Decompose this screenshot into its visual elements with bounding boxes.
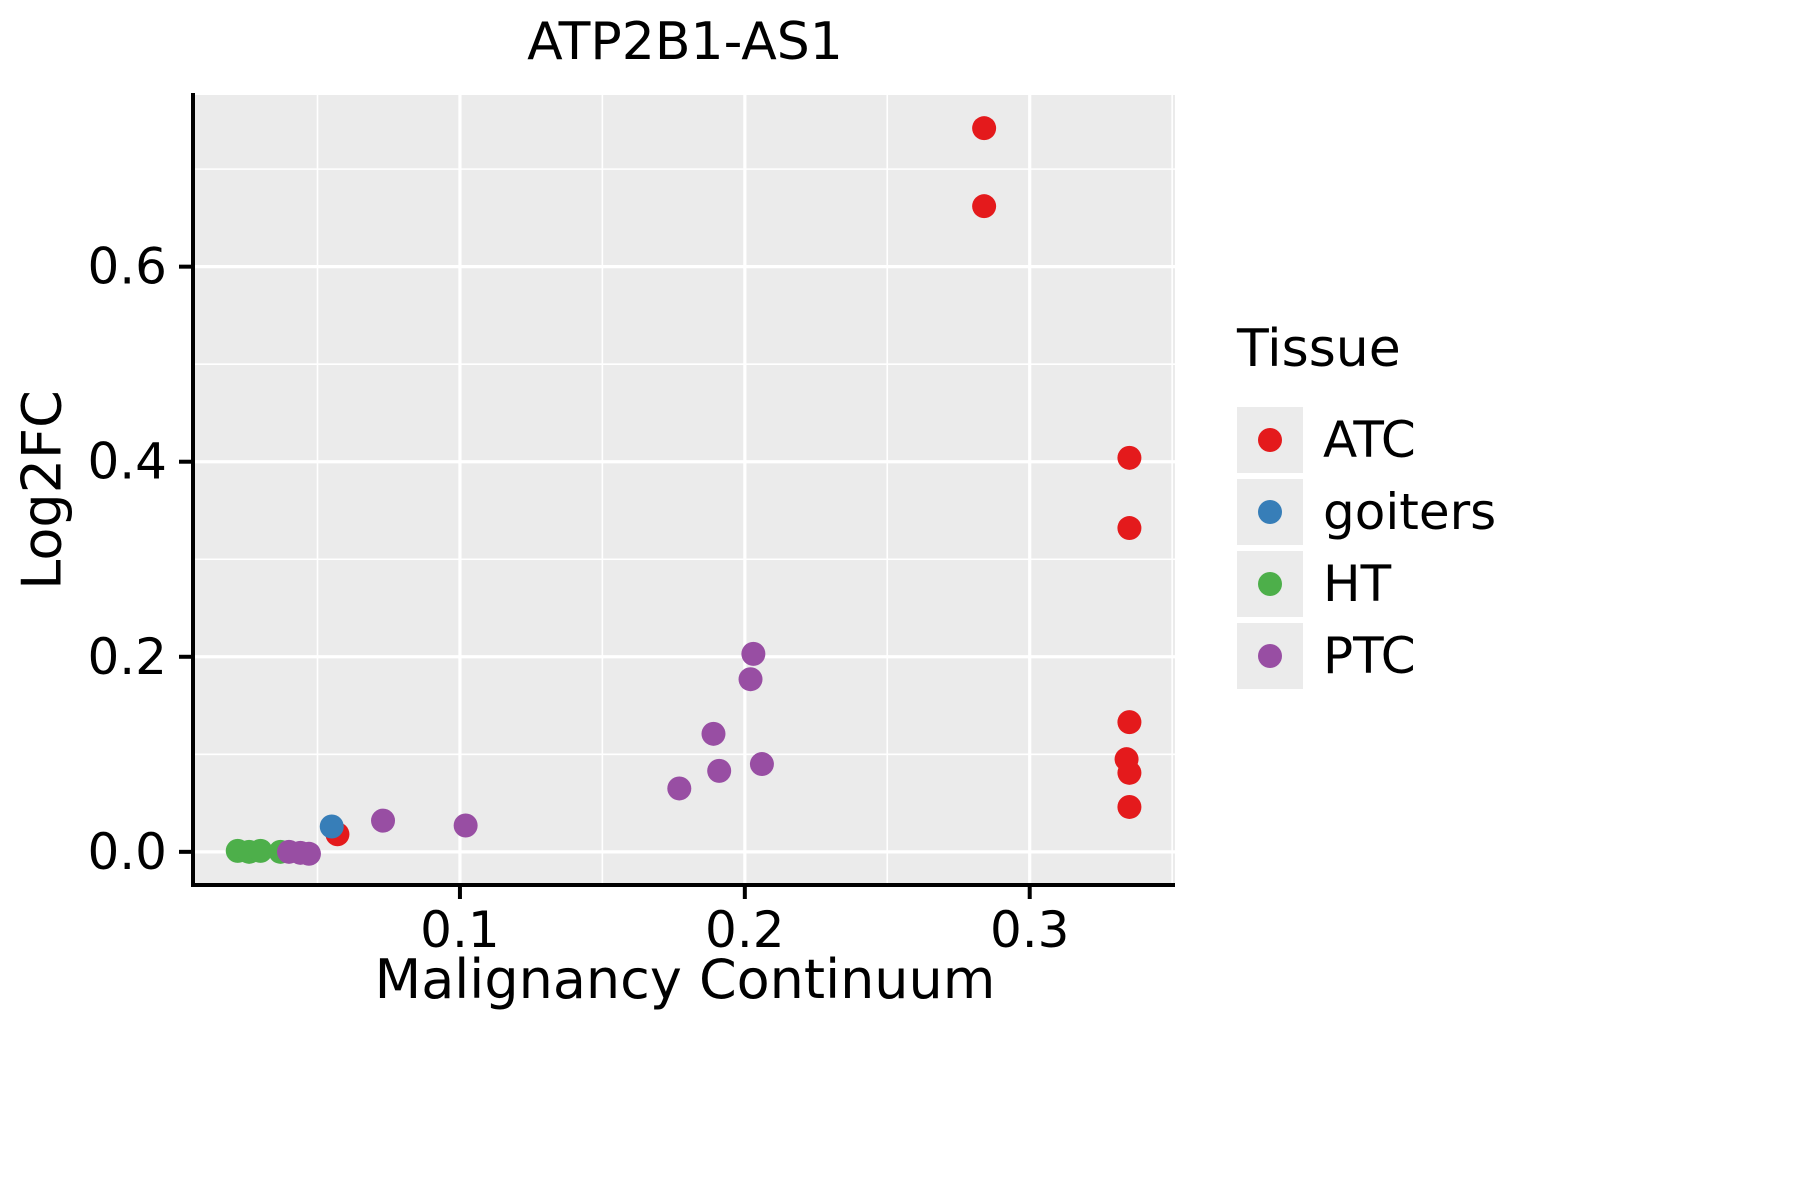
legend-dot-icon — [1258, 499, 1282, 524]
point-ATC — [1117, 710, 1142, 735]
point-ATC — [1117, 794, 1142, 819]
point-PTC — [371, 808, 396, 833]
point-goiters — [319, 814, 344, 839]
x-axis-label: Malignancy Continuum — [374, 948, 996, 1011]
point-PTC — [741, 641, 766, 666]
point-PTC — [296, 841, 321, 866]
chart-title: ATP2B1-AS1 — [527, 12, 843, 72]
y-tick-label: 0.6 — [87, 238, 167, 296]
legend-items: ATC goiters HT PTC — [1237, 404, 1496, 692]
point-HT — [248, 838, 273, 863]
legend-label: ATC — [1323, 410, 1416, 469]
point-ATC — [1117, 760, 1142, 785]
y-tick-label: 0.0 — [87, 823, 167, 881]
legend-item-ATC: ATC — [1237, 404, 1496, 476]
legend-title: Tissue — [1237, 319, 1401, 379]
point-PTC — [707, 758, 732, 783]
legend-item-PTC: PTC — [1237, 620, 1496, 692]
point-PTC — [453, 813, 478, 838]
legend-label: goiters — [1323, 482, 1497, 541]
legend-dot-icon — [1258, 571, 1282, 596]
x-tick-label: 0.2 — [705, 901, 785, 959]
plot-panel — [195, 95, 1175, 885]
x-tick-label: 0.3 — [990, 901, 1070, 959]
y-tick-label: 0.4 — [87, 433, 167, 491]
x-tick-label: 0.1 — [420, 901, 500, 959]
point-PTC — [667, 776, 692, 801]
legend-key-goiters — [1237, 478, 1303, 545]
y-tick-label: 0.2 — [87, 628, 167, 686]
legend-label: HT — [1323, 554, 1392, 613]
legend: Tissue ATC goiters HT PTC — [1237, 319, 1496, 692]
legend-item-HT: HT — [1237, 548, 1496, 620]
point-ATC — [972, 116, 997, 141]
legend-key-ATC — [1237, 406, 1303, 473]
legend-item-goiters: goiters — [1237, 476, 1496, 548]
point-PTC — [738, 667, 763, 692]
point-ATC — [972, 194, 997, 219]
point-PTC — [749, 752, 774, 777]
point-PTC — [701, 721, 726, 746]
legend-label: PTC — [1323, 626, 1416, 685]
legend-key-HT — [1237, 550, 1303, 617]
legend-dot-icon — [1258, 643, 1282, 668]
legend-key-PTC — [1237, 622, 1303, 689]
legend-dot-icon — [1258, 427, 1282, 452]
point-ATC — [1117, 516, 1142, 541]
point-ATC — [1117, 445, 1142, 470]
